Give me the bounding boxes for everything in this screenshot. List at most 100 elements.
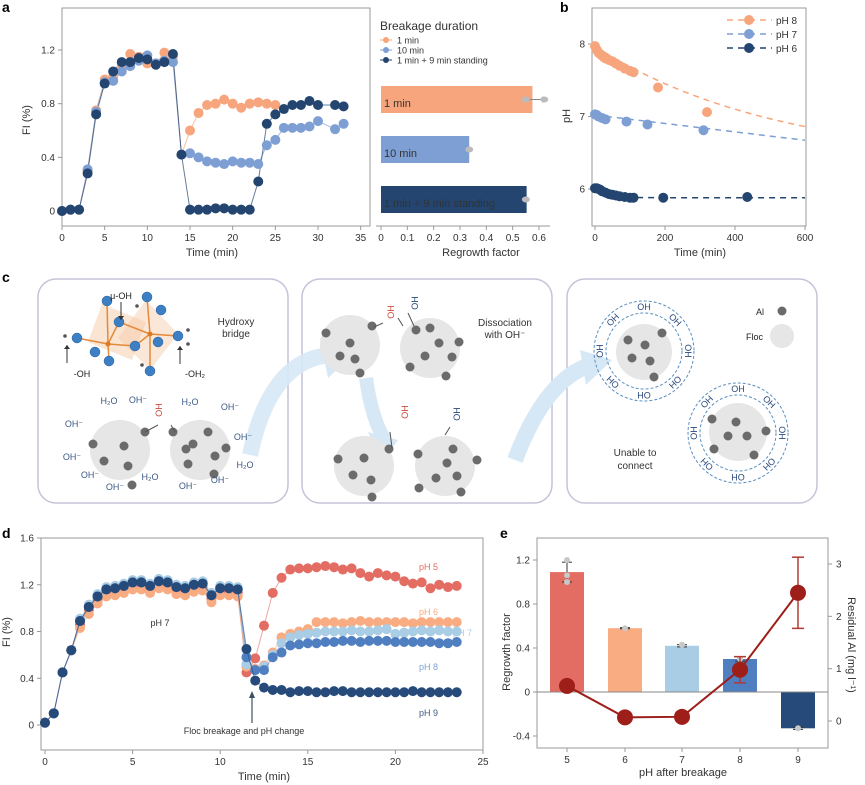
d-ytick-label: 1.6 [20,534,34,545]
a-xtick-label: 30 [312,233,324,244]
b-point-2 [658,192,669,203]
d-point-4 [355,687,366,698]
c-ion-label: OH⁻ [65,419,84,429]
d-xtick-label: 10 [215,757,227,768]
panel-label-e: e [500,525,508,541]
a-xtick-label: 15 [184,233,196,244]
c-shell-hydroxyl: OH [777,426,787,440]
e-bar [781,692,815,729]
e-ytick-label: 0.4 [516,644,530,655]
d-point-0 [276,572,287,583]
a-point-2 [270,109,281,120]
d-point-0 [355,568,366,579]
c-bond-line [144,424,159,433]
d-point-1 [92,598,103,609]
d-xtick-label: 0 [42,757,48,768]
a-bar [381,86,533,113]
c-al-dot [209,469,219,479]
a-point-1 [202,156,213,167]
c-al-dot [127,480,137,490]
d-point-3 [399,637,410,648]
a-legend-label: 1 min [397,36,419,46]
c-al-dot [221,443,231,453]
c-al-dot [414,483,424,493]
c-hydroxyl-red: OH [154,403,164,417]
d-annotation-breakage: Floc breakage and pH change [184,726,305,736]
b-xtick-label: 400 [727,233,744,244]
a-point-1 [116,66,127,77]
a-ylabel: FI (%) [21,105,33,135]
c-oxygen-atom [89,346,101,358]
d-point-1 [355,615,366,626]
d-ytick-label: 0 [28,721,34,732]
d-point-3 [372,635,383,646]
d-point-2 [381,624,392,635]
d-point-4 [66,645,77,656]
e-bar [608,628,642,692]
c-bond-line [407,312,415,327]
panel-label-a: a [2,0,10,15]
d-point-3 [259,665,269,676]
c-floc [170,420,230,480]
a-point-1 [193,152,204,163]
a-ytick-label: 1.2 [41,46,55,57]
d-point-4 [92,591,103,602]
d-point-1 [118,587,129,598]
e-right-ytick-label: 3 [836,560,842,571]
a-legend-title: Breakage duration [380,19,478,33]
c-oxygen-atom [141,291,153,303]
c-al-dot [420,351,430,361]
b-xlabel: Time (min) [674,247,726,259]
b-point-2 [628,192,639,203]
c-al-dot [366,475,376,485]
d-point-0 [320,561,331,572]
c-al-dot [367,492,377,502]
a-point-2 [210,203,221,214]
d-point-1 [442,617,453,628]
e-ylabel-right: Residual Al (mg l⁻¹) [845,597,857,693]
a-point-1 [330,124,341,135]
a-point-2 [125,57,136,68]
c-al-dot [452,471,462,481]
d-point-4 [451,687,462,698]
d-point-3 [364,635,375,646]
a-point-2 [150,59,161,70]
d-xlabel: Time (min) [238,771,290,783]
a-point-2 [202,204,213,215]
a-point-2 [99,78,110,89]
d-label-ph5: pH 5 [419,562,438,572]
d-point-4 [434,687,445,698]
d-point-3 [267,652,278,663]
d-point-3 [390,637,401,648]
c-al-dot [181,444,191,454]
a-point-2 [133,53,144,64]
a-ytick-label: 0 [49,207,55,218]
d-point-0 [434,579,445,590]
c-al-dot [88,439,98,449]
a-bar-label: 1 min + 9 min standing [384,198,495,210]
d-point-0 [285,564,296,575]
c-al-dot [188,439,198,449]
c-al-dot [168,427,178,437]
d-xtick-label: 20 [390,757,402,768]
d-xtick-label: 5 [130,757,136,768]
c3-caption-line2: connect [617,461,652,472]
d-point-2 [311,627,322,638]
c-al-dot [709,444,719,454]
e-ytick-label: 1.2 [516,556,530,567]
d-point-4 [399,687,410,698]
c-shell-2-outer [687,382,789,484]
d-point-4 [180,583,191,594]
c1-mu-oh-label: μ-OH [110,291,132,301]
a-point-0 [210,98,221,109]
panel-e-chart: -0.4 0 0.4 0.8 1.2 0 1 2 3 5 6 7 8 9 [513,537,842,766]
d-point-4 [267,684,278,695]
e-residual-al-point [790,584,806,601]
d-point-3 [276,647,287,658]
c-al-dot [627,353,637,363]
e-bar [665,645,699,692]
c-ion-label: OH⁻ [129,395,148,405]
c-ion-label: OH⁻ [106,482,125,492]
d-frame [40,537,484,751]
e-bar [550,572,584,692]
